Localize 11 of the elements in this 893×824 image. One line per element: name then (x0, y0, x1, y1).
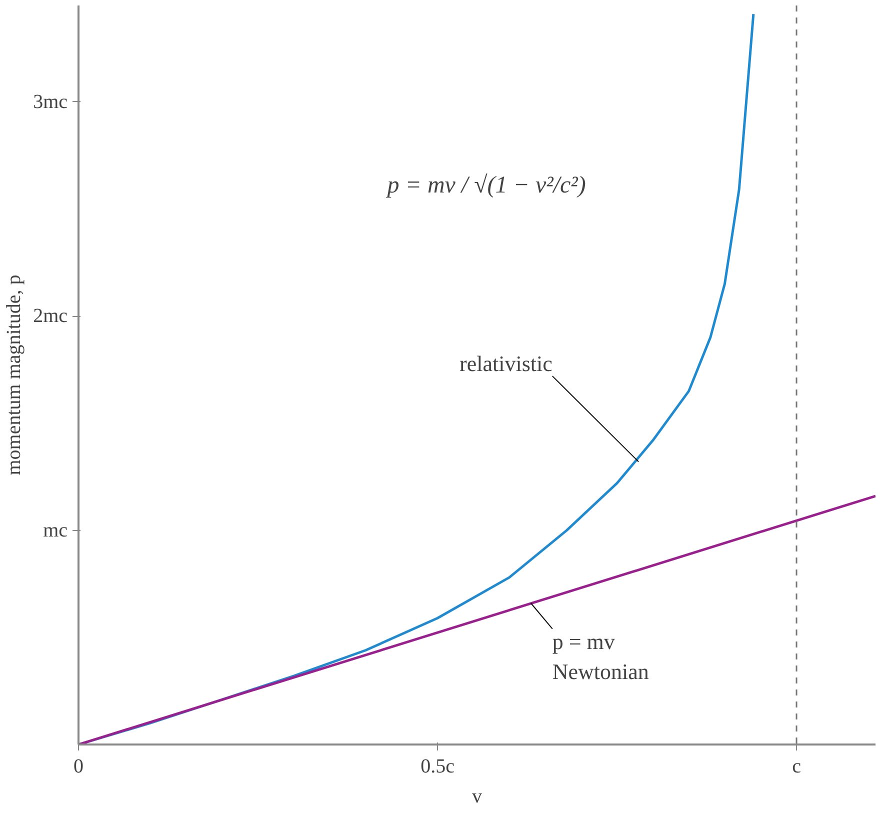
annotation: p = mv Newtonian (552, 628, 649, 684)
y-tick-label: mc (43, 519, 68, 542)
x-tick-label: 0.5c (420, 756, 455, 778)
x-axis-title: v (472, 786, 482, 808)
y-tick-label: 3mc (33, 90, 68, 113)
annotation: relativistic (460, 351, 553, 376)
y-axis-title: momentum magnitude, p (3, 274, 26, 476)
x-tick-label: 0 (74, 756, 84, 778)
y-tick-label: 2mc (33, 305, 68, 328)
annotation: p = mv / √(1 − v²/c²) (385, 172, 586, 198)
x-tick-label: c (792, 756, 802, 778)
